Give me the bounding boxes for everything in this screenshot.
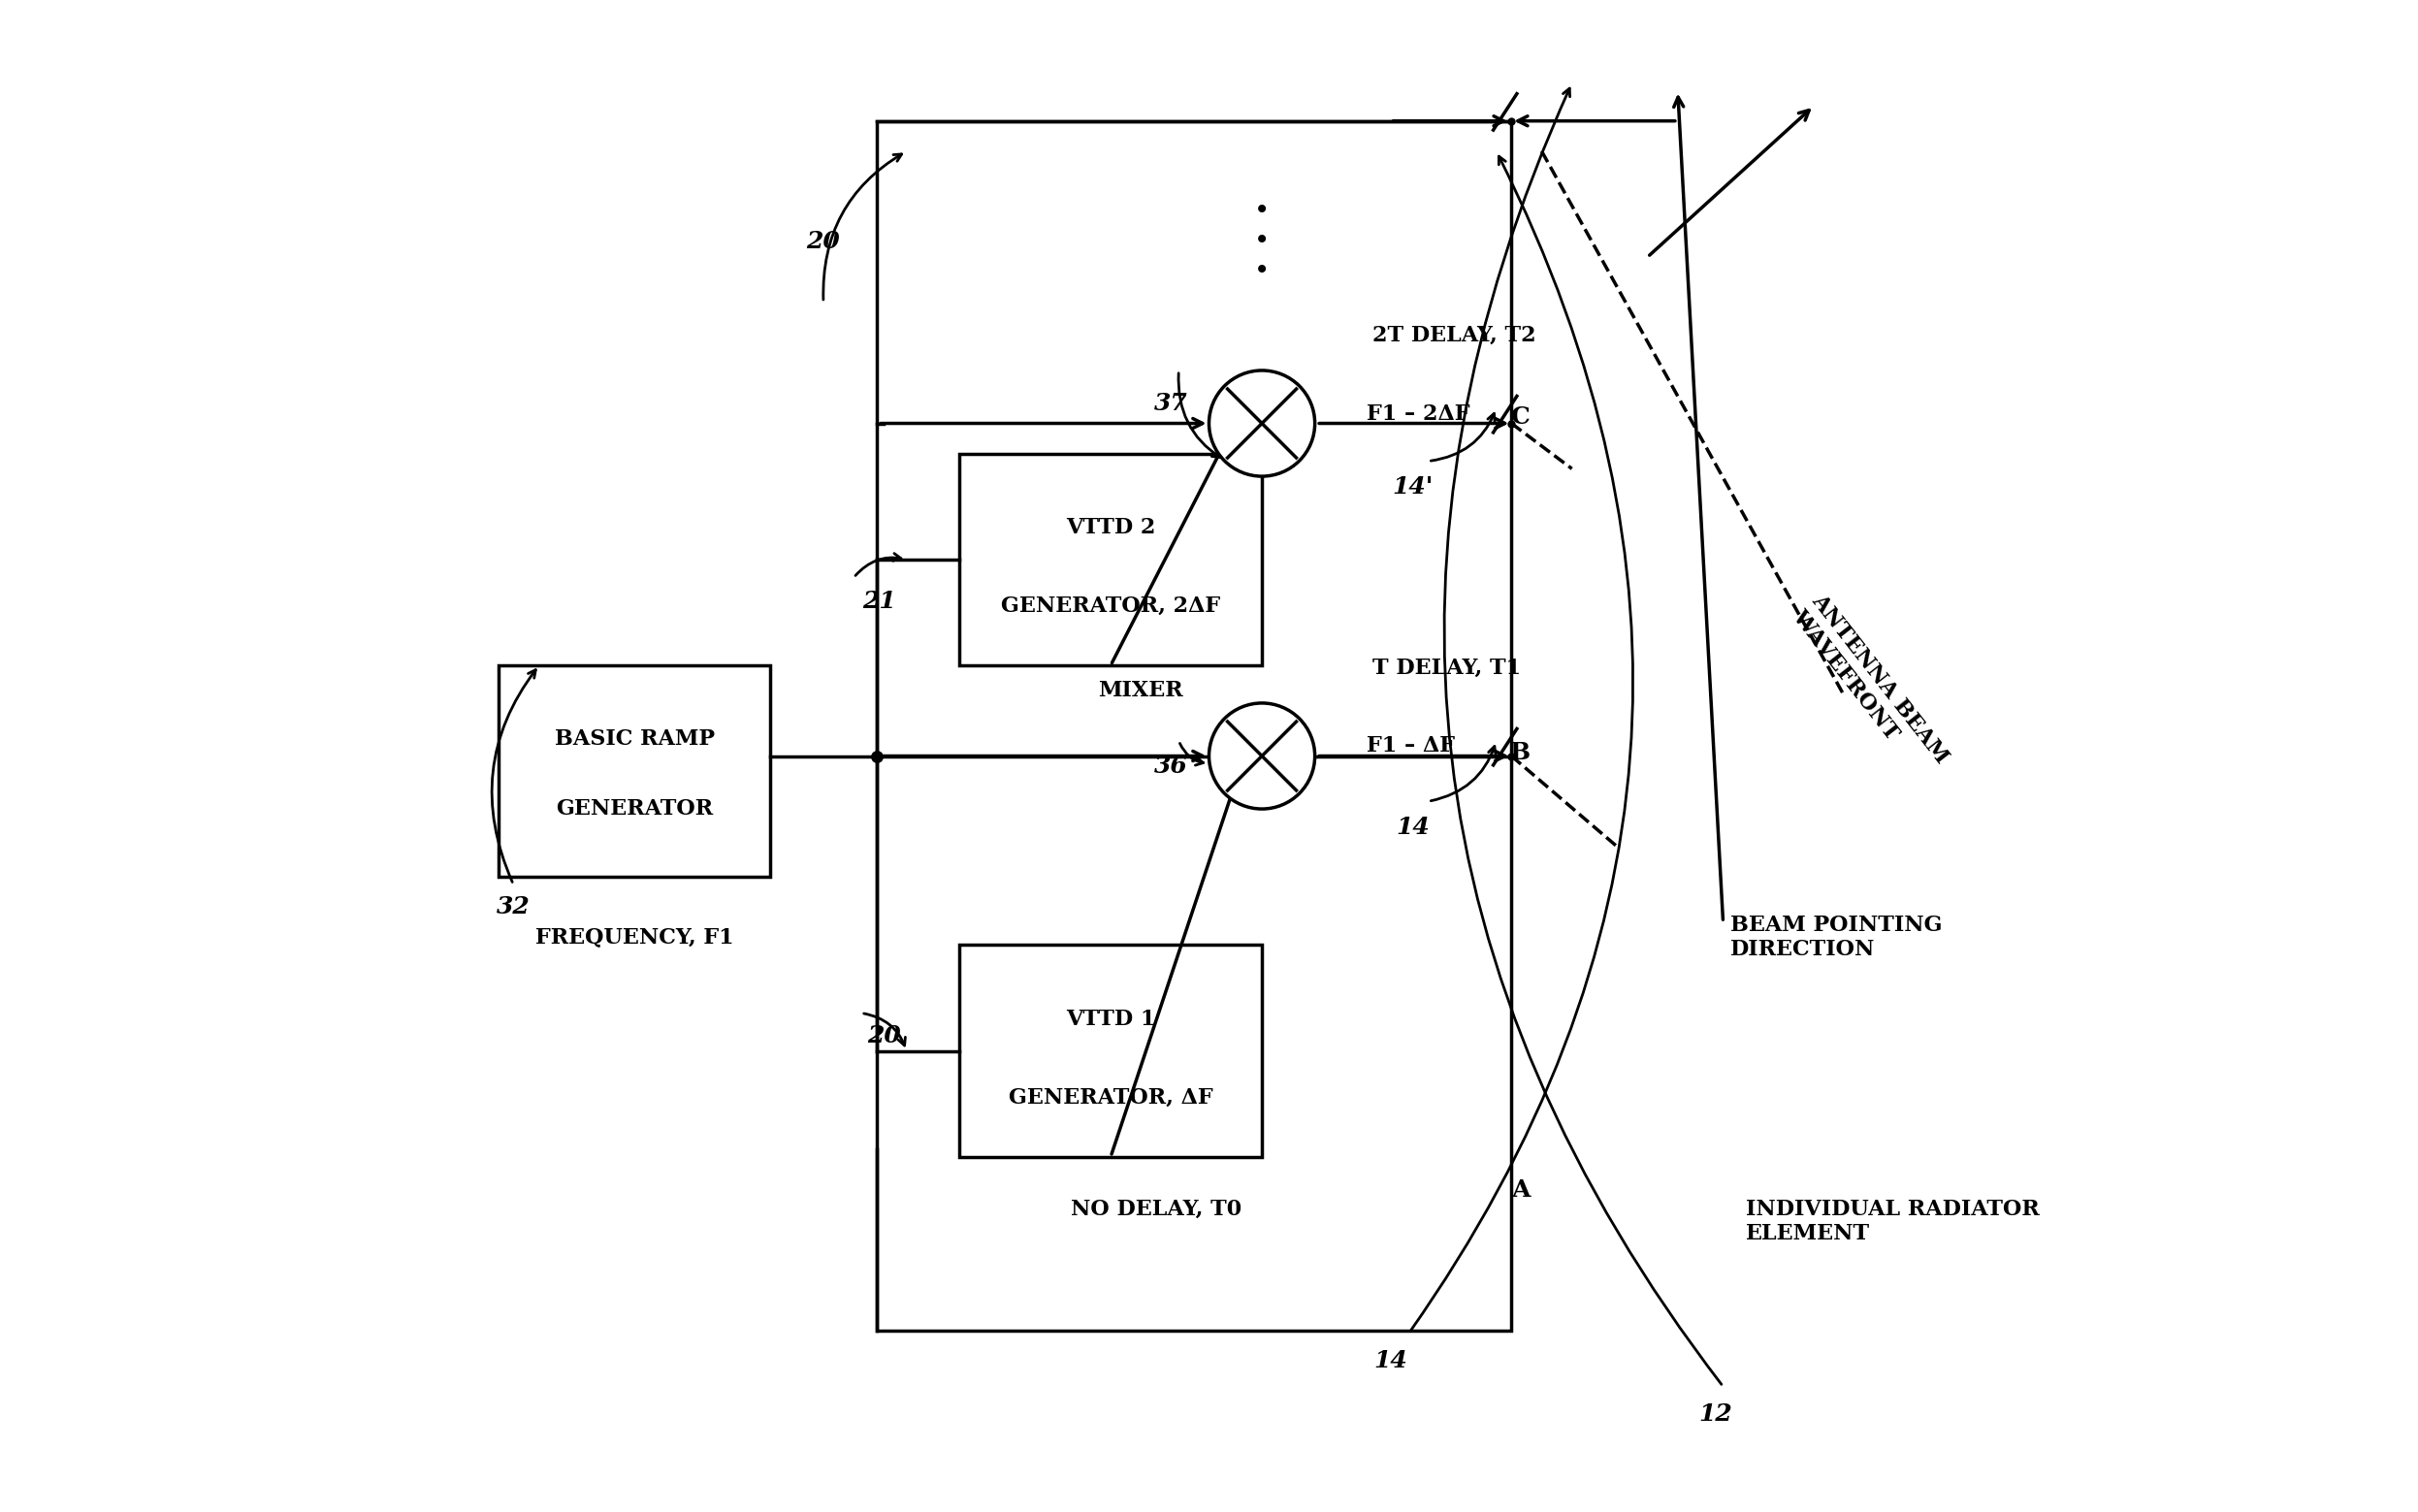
Circle shape [1209,703,1315,809]
Text: 32: 32 [496,895,530,919]
Text: A: A [1511,1178,1531,1202]
Text: 14: 14 [1395,815,1429,839]
Text: 2T DELAY, T2: 2T DELAY, T2 [1373,325,1535,346]
Text: BASIC RAMP: BASIC RAMP [554,729,713,750]
Text: VTTD 1: VTTD 1 [1066,1009,1156,1030]
Text: 14: 14 [1373,1349,1407,1373]
Text: 20: 20 [868,1024,902,1048]
Text: T DELAY, T1: T DELAY, T1 [1373,658,1521,679]
Text: 14': 14' [1393,475,1434,499]
Text: 20: 20 [808,230,841,254]
Bar [498,665,771,877]
Text: 21: 21 [863,590,897,614]
Text: GENERATOR, ΔF: GENERATOR, ΔF [1008,1087,1214,1108]
Text: NO DELAY, T0: NO DELAY, T0 [1071,1199,1240,1220]
Text: BEAM POINTING
DIRECTION: BEAM POINTING DIRECTION [1731,915,1942,960]
Text: 36: 36 [1153,754,1187,779]
Bar [960,945,1262,1157]
Text: •
•
•: • • • [1255,198,1269,286]
Text: 37: 37 [1153,392,1187,416]
Bar [875,121,1511,1331]
Text: INDIVIDUAL RADIATOR
ELEMENT: INDIVIDUAL RADIATOR ELEMENT [1746,1199,2038,1244]
Text: F1 – 2ΔF: F1 – 2ΔF [1366,404,1470,425]
Text: B: B [1511,741,1531,765]
Text: GENERATOR: GENERATOR [556,798,713,820]
Text: MIXER: MIXER [1098,680,1182,702]
Text: F1 – ΔF: F1 – ΔF [1366,735,1456,756]
Text: C: C [1511,405,1531,429]
Bar [960,454,1262,665]
Text: GENERATOR, 2ΔF: GENERATOR, 2ΔF [1001,596,1221,617]
Text: ANTENNA BEAM
WAVEFRONT: ANTENNA BEAM WAVEFRONT [1789,591,1954,783]
Text: 12: 12 [1700,1402,1731,1426]
Text: VTTD 2: VTTD 2 [1066,517,1156,538]
Circle shape [1209,370,1315,476]
Text: FREQUENCY, F1: FREQUENCY, F1 [534,927,733,948]
